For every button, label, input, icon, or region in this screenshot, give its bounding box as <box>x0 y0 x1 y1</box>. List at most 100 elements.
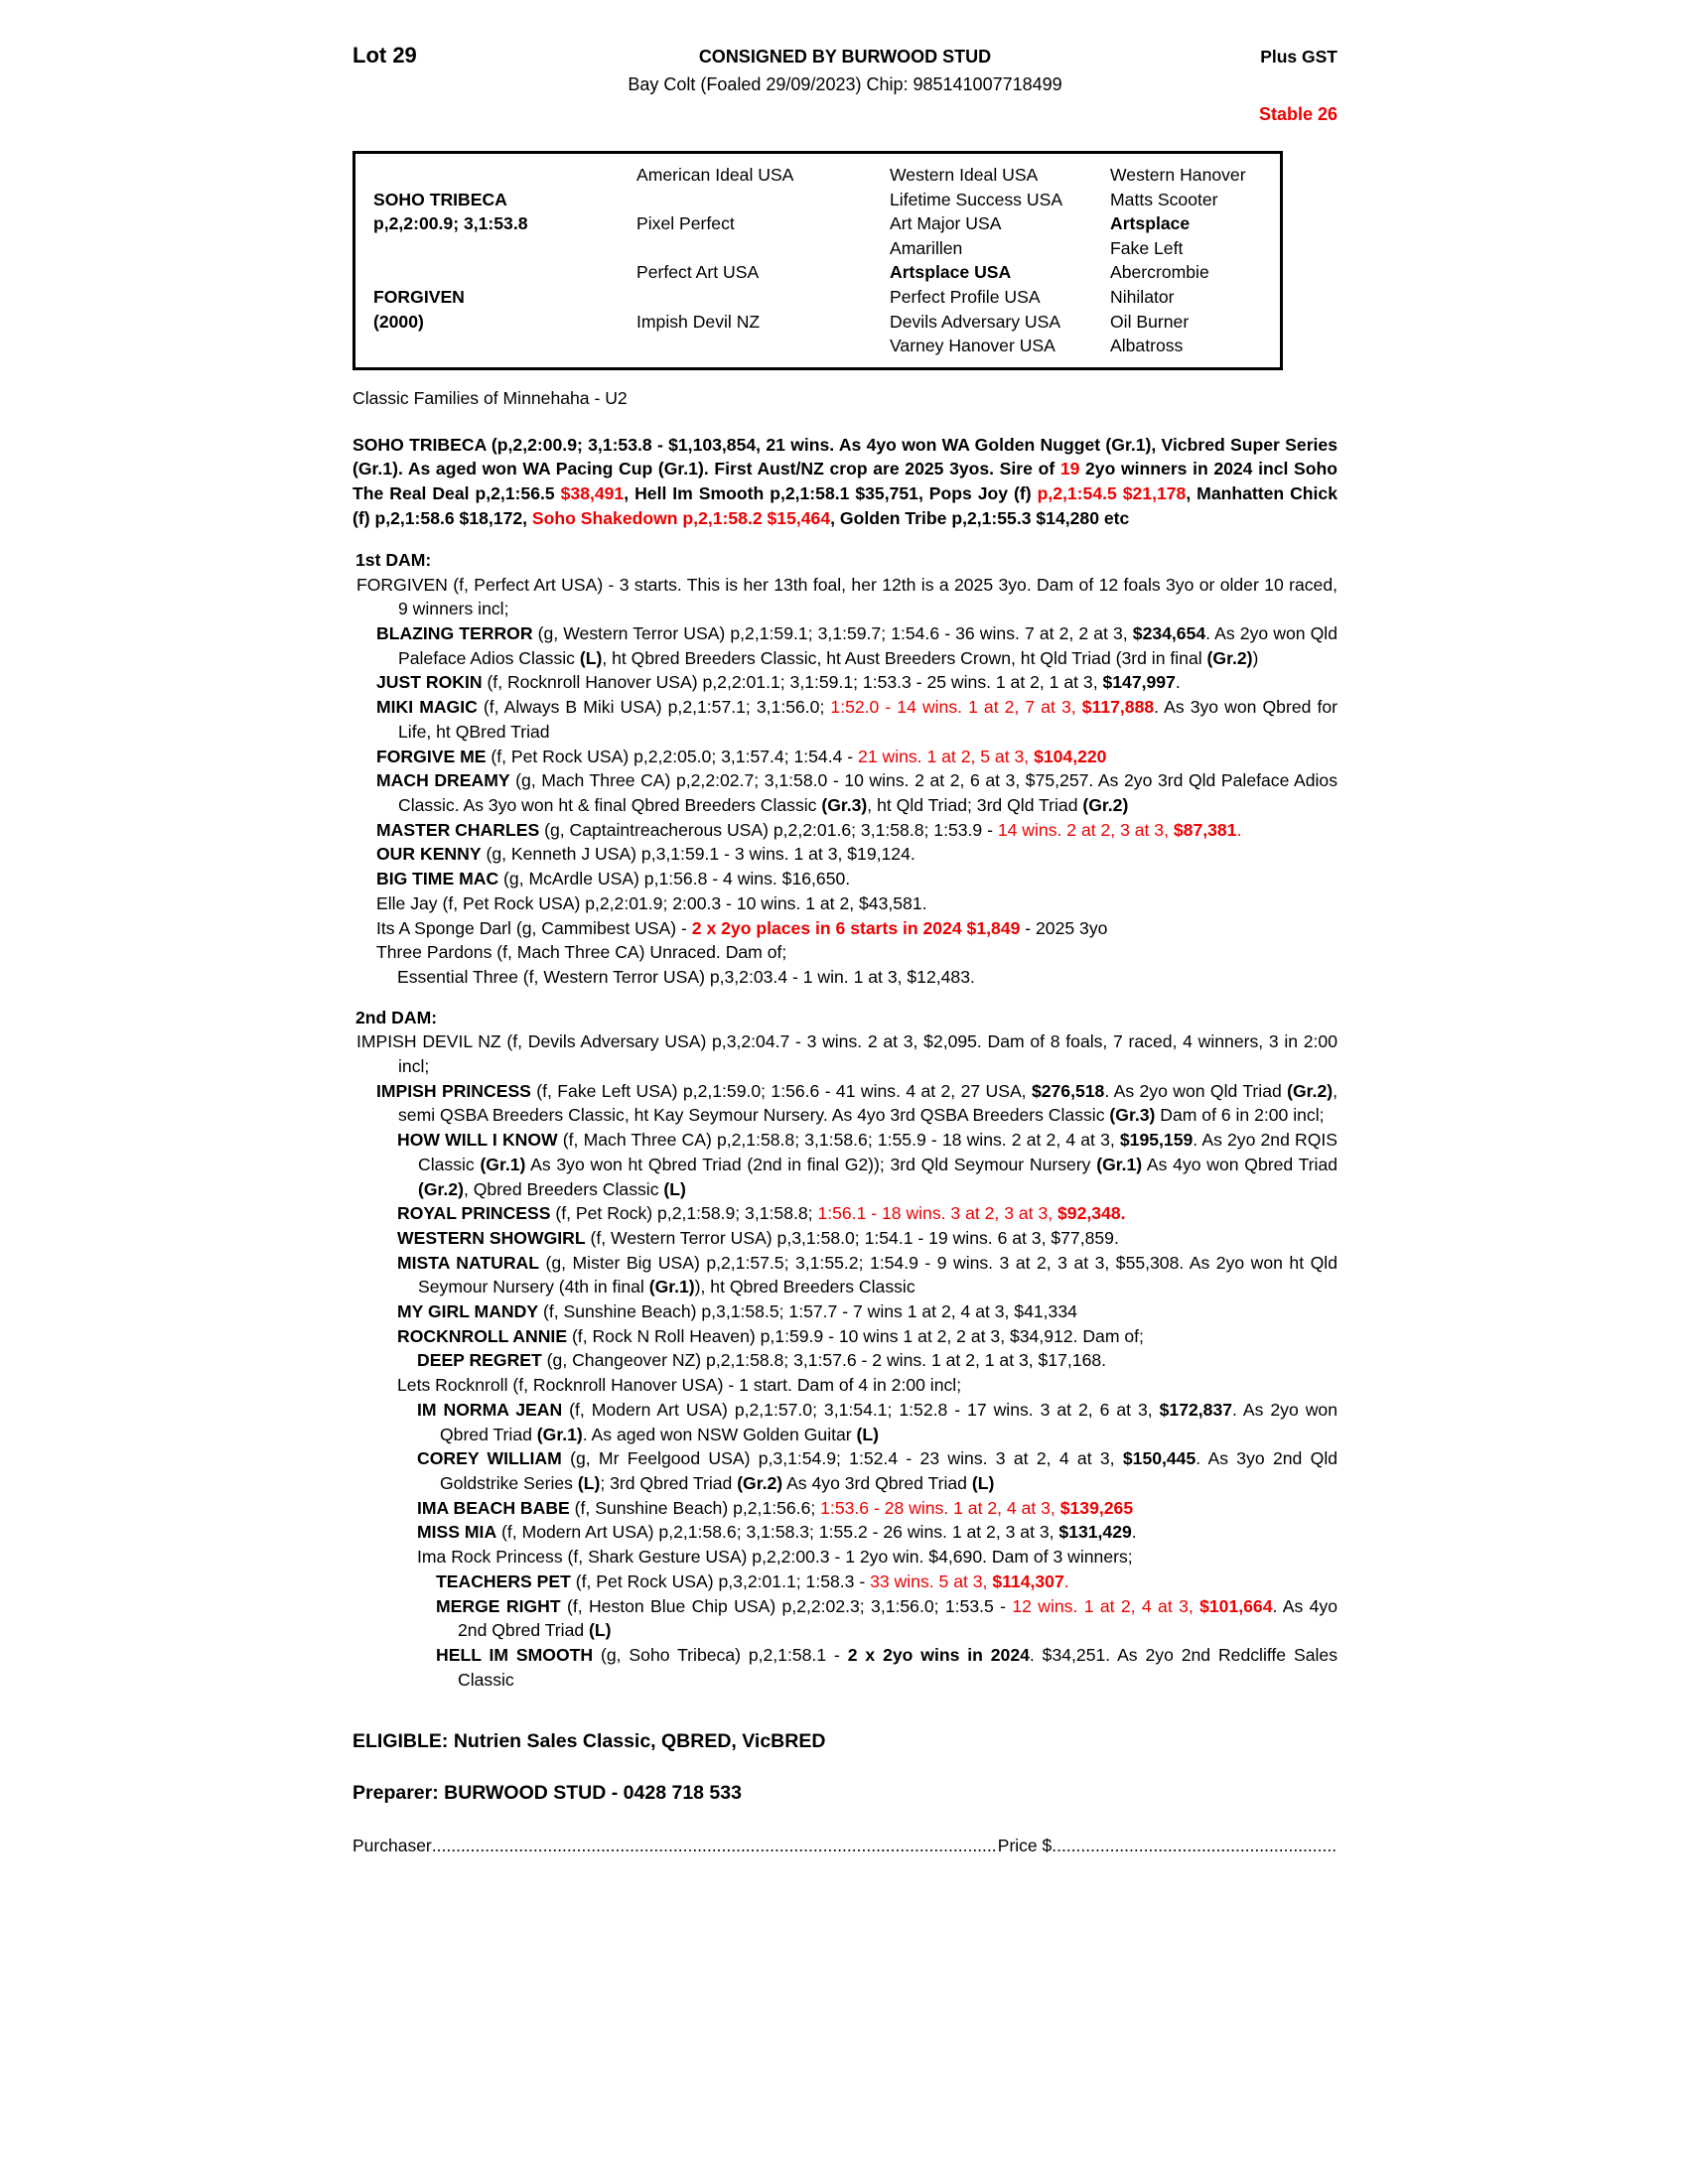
pedigree-entry: HELL IM SMOOTH (g, Soho Tribeca) p,2,1:5… <box>352 1643 1337 1692</box>
text-segment: 19 <box>1059 459 1080 479</box>
text-segment: (Gr.1) <box>480 1154 526 1174</box>
text-segment: , semi QSBA Breeders Classic, ht Kay Sey… <box>398 1080 1337 1126</box>
pedigree-entry: TEACHERS PET (f, Pet Rock USA) p,3,2:01.… <box>352 1570 1337 1594</box>
text-segment: 1:56.1 - 18 wins. 3 at 2, 3 at 3, <box>817 1203 1058 1224</box>
family-line: Classic Families of Minnehaha - U2 <box>352 387 628 408</box>
sire-paragraph: SOHO TRIBECA (p,2,2:00.9; 3,1:53.8 - $1,… <box>352 433 1337 531</box>
text-segment: . As 2yo 2nd RQIS Classic <box>418 1130 1338 1174</box>
text-segment: MISTA NATURAL <box>397 1252 539 1273</box>
text-segment: (f, Pet Rock USA) p,3,2:01.1; 1:58.3 - <box>570 1570 871 1591</box>
text-segment: Three Pardons (f, Mach Three CA) Unraced… <box>376 942 787 963</box>
plus-gst-label: Plus GST <box>1260 47 1337 67</box>
text-segment: (Gr.2) <box>737 1472 783 1493</box>
text-segment: BLAZING TERROR <box>376 623 533 644</box>
text-segment: Its A Sponge Darl (g, Cammibest USA) - <box>376 917 692 938</box>
text-segment: , Hell Im Smooth p,2,1:58.1 $35,751, Pop… <box>624 482 1038 503</box>
text-segment: Lets Rocknroll (f, Rocknroll Hanover USA… <box>397 1375 962 1396</box>
text-segment: (f, Mach Three CA) p,2,1:58.8; 3,1:58.6;… <box>557 1130 1120 1151</box>
pedigree-cell: Amarillen <box>890 237 963 258</box>
lot-number: Lot 29 <box>352 43 417 68</box>
text-segment: , ht Qbred Breeders Classic, ht Aust Bre… <box>602 647 1207 668</box>
text-segment: (g, Mr Feelgood USA) p,3,1:54.9; 1:52.4 … <box>561 1448 1123 1469</box>
text-segment: MASTER CHARLES <box>376 819 540 840</box>
purchaser-row: Purchaser ..............................… <box>352 1834 1337 1858</box>
text-segment: MERGE RIGHT <box>436 1595 561 1616</box>
text-segment: MY GIRL MANDY <box>397 1301 539 1322</box>
text-segment: (g, Changeover NZ) p,2,1:58.8; 3,1:57.6 … <box>541 1350 1107 1371</box>
text-segment: . As 2yo won Qld Paleface Adios Classic <box>398 623 1337 668</box>
pedigree-entry: Ima Rock Princess (f, Shark Gesture USA)… <box>352 1545 1337 1570</box>
text-segment: (Gr.3) <box>1109 1105 1156 1126</box>
text-segment: (f, Rock N Roll Heaven) p,1:59.9 - 10 wi… <box>567 1325 1144 1346</box>
text-segment: Soho Shakedown p,2,1:58.2 $15,464 <box>531 507 831 528</box>
text-segment: . As 3yo 2nd Qld Goldstrike Series <box>440 1448 1338 1493</box>
text-segment: ) <box>1252 647 1259 668</box>
text-segment: Essential Three (f, Western Terror USA) … <box>397 966 975 987</box>
pedigree-entry: IMA BEACH BABE (f, Sunshine Beach) p,2,1… <box>352 1496 1337 1521</box>
text-segment: 1:52.0 - 14 wins. 1 at 2, 7 at 3, <box>830 697 1082 718</box>
text-segment: IM NORMA JEAN <box>417 1399 563 1420</box>
text-segment: (f, Pet Rock) p,2,1:58.9; 3,1:58.8; <box>550 1203 818 1224</box>
pedigree-entry: BLAZING TERROR (g, Western Terror USA) p… <box>352 621 1337 670</box>
pedigree-entry: JUST ROKIN (f, Rocknroll Hanover USA) p,… <box>352 670 1337 695</box>
text-segment: (L) <box>579 647 603 668</box>
text-segment: As 3yo won ht Qbred Triad (2nd in final … <box>525 1154 1097 1174</box>
text-segment: . As 2yo won Qbred Triad <box>440 1399 1337 1444</box>
pedigree-entry: FORGIVEN (f, Perfect Art USA) - 3 starts… <box>352 573 1337 621</box>
text-segment: 33 wins. 5 at 3, <box>870 1570 993 1591</box>
text-segment: $195,159 <box>1119 1130 1194 1151</box>
text-segment: . As 4yo 2nd Qbred Triad <box>458 1595 1338 1641</box>
text-segment: (L) <box>856 1424 879 1444</box>
pedigree-cell: Devils Adversary USA <box>890 311 1061 332</box>
text-segment: (f, Pet Rock USA) p,2,2:05.0; 3,1:57.4; … <box>486 746 859 766</box>
horse-description: Bay Colt (Foaled 29/09/2023) Chip: 98514… <box>628 73 1062 94</box>
pedigree-cell: Fake Left <box>1110 237 1184 258</box>
text-segment: BIG TIME MAC <box>376 869 499 889</box>
pedigree-cell: FORGIVEN <box>373 287 465 308</box>
text-segment: IMPISH PRINCESS <box>376 1080 531 1101</box>
text-segment: Dam of 6 in 2:00 incl; <box>1155 1105 1325 1126</box>
pedigree-entry: COREY WILLIAM (g, Mr Feelgood USA) p,3,1… <box>352 1446 1337 1495</box>
text-segment: (g, Mister Big USA) p,2,1:57.5; 3,1:55.2… <box>418 1252 1337 1297</box>
text-segment: FORGIVEN (f, Perfect Art USA) - 3 starts… <box>356 574 1337 619</box>
second-dam-heading: 2nd DAM: <box>355 1007 438 1027</box>
pedigree-cell: American Ideal USA <box>636 165 794 186</box>
pedigree-cell: p,2,2:00.9; 3,1:53.8 <box>373 213 528 234</box>
pedigree-entry: ROYAL PRINCESS (f, Pet Rock) p,2,1:58.9;… <box>352 1201 1337 1226</box>
text-segment: , Manhatten Chick (f) p,2,1:58.6 $18,172… <box>352 482 1338 528</box>
text-segment: ; 3rd Qbred Triad <box>600 1472 738 1493</box>
text-segment: $150,445 <box>1122 1448 1196 1469</box>
text-segment: MISS MIA <box>417 1522 497 1543</box>
text-segment: DEEP REGRET <box>417 1350 542 1371</box>
pedigree-cell: Perfect Art USA <box>636 262 760 283</box>
text-segment: IMPISH DEVIL NZ (f, Devils Adversary USA… <box>356 1031 1337 1077</box>
text-segment: . As 3yo won Qbred for Life, ht QBred Tr… <box>398 697 1337 742</box>
purchaser-label: Purchaser <box>352 1835 432 1855</box>
text-segment: IMA BEACH BABE <box>417 1497 570 1518</box>
text-segment: $234,654 <box>1132 623 1206 644</box>
text-segment: HOW WILL I KNOW <box>397 1130 558 1151</box>
text-segment: Ima Rock Princess (f, Shark Gesture USA)… <box>417 1547 1133 1568</box>
text-segment: (L) <box>663 1178 686 1199</box>
first-dam-heading: 1st DAM: <box>355 549 432 570</box>
text-segment: . <box>1175 672 1181 693</box>
text-segment: (f, Sunshine Beach) p,3,1:58.5; 1:57.7 -… <box>538 1301 1077 1322</box>
pedigree-cell: Abercrombie <box>1110 262 1209 283</box>
pedigree-cell: Perfect Profile USA <box>890 287 1041 308</box>
text-segment: (Gr.3) <box>821 795 868 815</box>
pedigree-entry: IM NORMA JEAN (f, Modern Art USA) p,2,1:… <box>352 1398 1337 1446</box>
text-segment: 1:53.6 - 28 wins. 1 at 2, 4 at 3, <box>820 1497 1060 1518</box>
text-segment: FORGIVE ME <box>376 746 487 766</box>
text-segment: OUR KENNY <box>376 844 482 865</box>
text-segment: . <box>1063 1570 1069 1591</box>
text-segment: $101,664 <box>1199 1595 1273 1616</box>
text-segment: (g, McArdle USA) p,1:56.8 - 4 wins. $16,… <box>498 869 851 889</box>
pedigree-entry: Three Pardons (f, Mach Three CA) Unraced… <box>352 940 1337 965</box>
pedigree-cell: Impish Devil NZ <box>636 311 761 332</box>
pedigree-entry: Its A Sponge Darl (g, Cammibest USA) - 2… <box>352 916 1337 941</box>
text-segment: $92,348. <box>1057 1203 1126 1224</box>
text-segment: (f, Always B Miki USA) p,2,1:57.1; 3,1:5… <box>477 697 831 718</box>
pedigree-entry: MISS MIA (f, Modern Art USA) p,2,1:58.6;… <box>352 1520 1337 1545</box>
text-segment: (f, Sunshine Beach) p,2,1:56.6; <box>569 1497 821 1518</box>
pedigree-cell: Oil Burner <box>1110 311 1190 332</box>
